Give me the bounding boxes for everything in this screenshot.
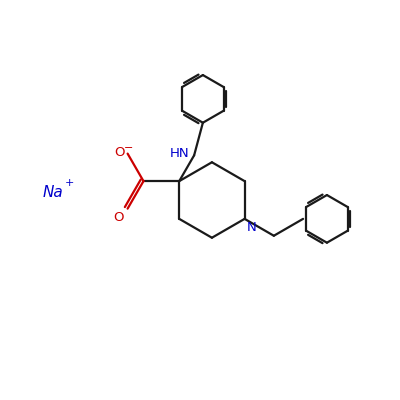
Text: −: − — [124, 143, 133, 153]
Text: Na: Na — [43, 184, 64, 200]
Text: O: O — [114, 146, 124, 159]
Text: HN: HN — [170, 147, 189, 160]
Text: N: N — [247, 221, 257, 234]
Text: O: O — [113, 211, 124, 224]
Text: +: + — [65, 178, 74, 188]
